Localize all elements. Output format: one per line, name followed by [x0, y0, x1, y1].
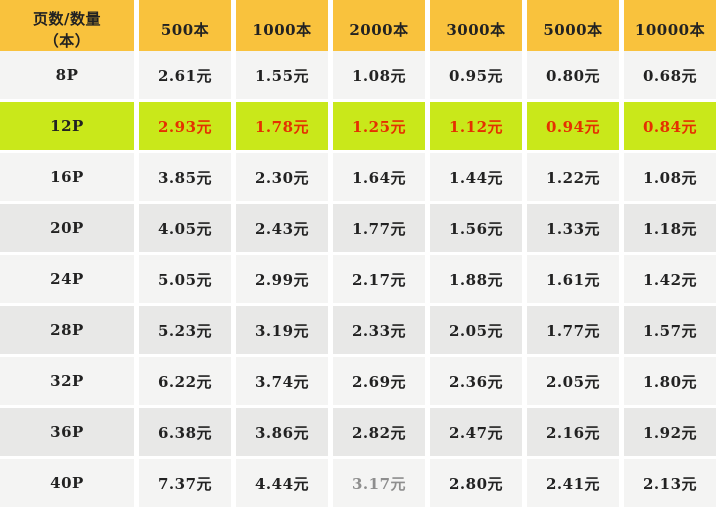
price-cell-16P-500本: 3.85元: [139, 153, 231, 201]
price-cell-28P-500本: 5.23元: [139, 306, 231, 354]
price-cell-20P-1000本: 2.43元: [236, 204, 328, 252]
price-cell-36P-1000本: 3.86元: [236, 408, 328, 456]
price-cell-20P-5000本: 1.33元: [527, 204, 619, 252]
price-cell-16P-10000本: 1.08元: [624, 153, 716, 201]
price-cell-32P-500本: 6.22元: [139, 357, 231, 405]
corner-header-line2: （本）: [43, 32, 91, 50]
price-cell-32P-1000本: 3.74元: [236, 357, 328, 405]
price-cell-24P-10000本: 1.42元: [624, 255, 716, 303]
column-header-10000本: 10000本: [624, 0, 716, 60]
price-cell-36P-3000本: 2.47元: [430, 408, 522, 456]
price-cell-28P-1000本: 3.19元: [236, 306, 328, 354]
price-cell-8P-3000本: 0.95元: [430, 51, 522, 99]
row-header-20P: 20P: [0, 204, 134, 252]
price-cell-32P-10000本: 1.80元: [624, 357, 716, 405]
price-cell-36P-500本: 6.38元: [139, 408, 231, 456]
price-cell-20P-10000本: 1.18元: [624, 204, 716, 252]
price-cell-28P-5000本: 1.77元: [527, 306, 619, 354]
column-header-2000本: 2000本: [333, 0, 425, 60]
row-header-12P: 12P: [0, 102, 134, 150]
price-cell-16P-1000本: 2.30元: [236, 153, 328, 201]
price-cell-12P-2000本: 1.25元: [333, 102, 425, 150]
price-cell-12P-1000本: 1.78元: [236, 102, 328, 150]
price-cell-20P-500本: 4.05元: [139, 204, 231, 252]
corner-header-line1: 页数/数量: [33, 9, 101, 28]
price-cell-20P-2000本: 1.77元: [333, 204, 425, 252]
price-cell-24P-3000本: 1.88元: [430, 255, 522, 303]
row-header-8P: 8P: [0, 51, 134, 99]
price-cell-8P-2000本: 1.08元: [333, 51, 425, 99]
price-cell-28P-3000本: 2.05元: [430, 306, 522, 354]
column-header-1000本: 1000本: [236, 0, 328, 60]
price-cell-24P-1000本: 2.99元: [236, 255, 328, 303]
price-cell-40P-5000本: 2.41元: [527, 459, 619, 507]
price-cell-40P-2000本: 3.17元: [333, 459, 425, 507]
price-cell-32P-2000本: 2.69元: [333, 357, 425, 405]
row-header-36P: 36P: [0, 408, 134, 456]
column-header-5000本: 5000本: [527, 0, 619, 60]
price-cell-36P-5000本: 2.16元: [527, 408, 619, 456]
row-header-16P: 16P: [0, 153, 134, 201]
price-cell-12P-5000本: 0.94元: [527, 102, 619, 150]
price-cell-24P-5000本: 1.61元: [527, 255, 619, 303]
price-cell-28P-10000本: 1.57元: [624, 306, 716, 354]
pricing-table: 页数/数量 （本） 500本 1000本 2000本 3000本 5000本 10000本…: [0, 0, 716, 507]
price-cell-12P-500本: 2.93元: [139, 102, 231, 150]
price-cell-32P-5000本: 2.05元: [527, 357, 619, 405]
price-cell-40P-10000本: 2.13元: [624, 459, 716, 507]
price-cell-24P-500本: 5.05元: [139, 255, 231, 303]
price-cell-40P-500本: 7.37元: [139, 459, 231, 507]
price-cell-12P-10000本: 0.84元: [624, 102, 716, 150]
price-cell-8P-10000本: 0.68元: [624, 51, 716, 99]
column-header-500本: 500本: [139, 0, 231, 60]
price-cell-8P-1000本: 1.55元: [236, 51, 328, 99]
price-cell-32P-3000本: 2.36元: [430, 357, 522, 405]
price-cell-24P-2000本: 2.17元: [333, 255, 425, 303]
price-cell-36P-2000本: 2.82元: [333, 408, 425, 456]
price-cell-16P-5000本: 1.22元: [527, 153, 619, 201]
price-cell-40P-1000本: 4.44元: [236, 459, 328, 507]
price-cell-8P-5000本: 0.80元: [527, 51, 619, 99]
price-cell-40P-3000本: 2.80元: [430, 459, 522, 507]
price-cell-28P-2000本: 2.33元: [333, 306, 425, 354]
row-header-24P: 24P: [0, 255, 134, 303]
row-header-40P: 40P: [0, 459, 134, 507]
column-header-3000本: 3000本: [430, 0, 522, 60]
price-cell-8P-500本: 2.61元: [139, 51, 231, 99]
row-header-28P: 28P: [0, 306, 134, 354]
price-cell-16P-3000本: 1.44元: [430, 153, 522, 201]
price-cell-20P-3000本: 1.56元: [430, 204, 522, 252]
price-cell-36P-10000本: 1.92元: [624, 408, 716, 456]
price-cell-16P-2000本: 1.64元: [333, 153, 425, 201]
corner-header: 页数/数量 （本）: [0, 0, 134, 60]
price-cell-12P-3000本: 1.12元: [430, 102, 522, 150]
row-header-32P: 32P: [0, 357, 134, 405]
